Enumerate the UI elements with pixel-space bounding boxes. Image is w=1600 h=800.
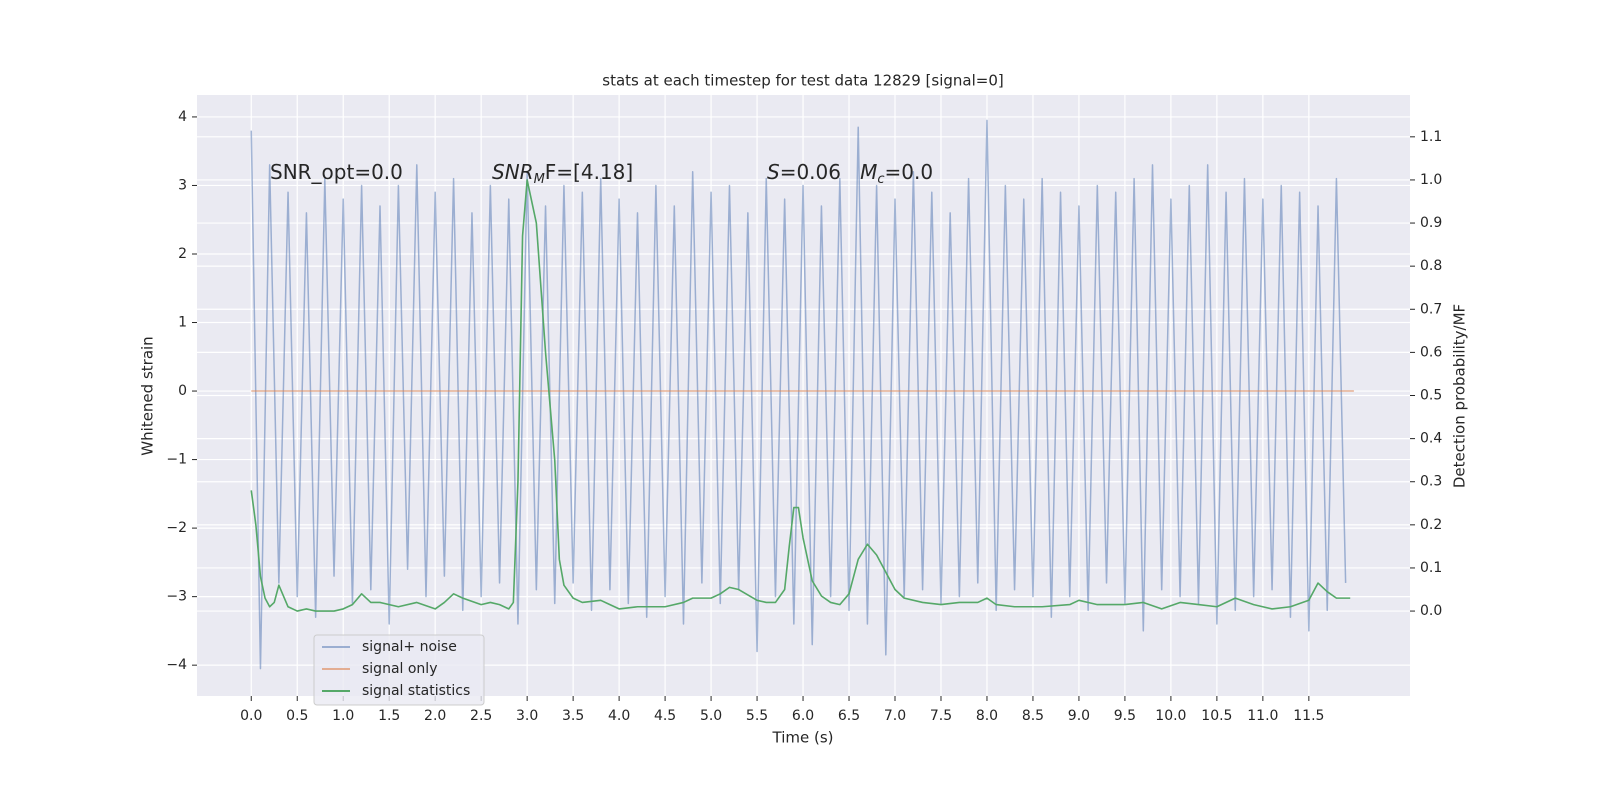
annotation: SNR_opt=0.0 [270,160,403,184]
y-tick-label: −4 [166,657,187,673]
x-tick-label: 5.0 [700,708,722,724]
chart-title: stats at each timestep for test data 128… [602,72,1003,90]
legend-label: signal statistics [362,683,470,699]
y-tick-label: 1 [178,315,187,331]
x-tick-label: 6.5 [838,708,860,724]
annotation-part: =0.06 [780,160,860,184]
y2-tick-label: 0.4 [1420,431,1442,447]
annotation-part: c [877,172,884,187]
legend-label: signal+ noise [362,639,457,655]
y2-tick-label: 1.1 [1420,129,1442,145]
x-tick-label: 8.0 [976,708,998,724]
x-tick-label: 2.0 [424,708,446,724]
x-tick-label: 8.5 [1022,708,1044,724]
y2-tick-label: 0.3 [1420,474,1442,490]
x-tick-label: 9.5 [1114,708,1136,724]
y2-tick-label: 0.8 [1420,258,1442,274]
x-tick-label: 4.0 [608,708,630,724]
x-tick-label: 3.5 [562,708,584,724]
y-tick-label: 3 [178,177,187,193]
x-tick-label: 10.5 [1201,708,1232,724]
y-tick-label: −2 [166,520,187,536]
x-tick-label: 7.5 [930,708,952,724]
x-tick-label: 11.0 [1247,708,1278,724]
x-tick-label: 4.5 [654,708,676,724]
annotation-part: S [767,160,780,184]
annotation-part: M [860,160,877,184]
annotation-part: =0.0 [885,160,934,184]
y2-tick-label: 0.0 [1420,603,1442,619]
y2-tick-label: 0.7 [1420,301,1442,317]
y2-tick-label: 0.2 [1420,517,1442,533]
y2-tick-label: 0.9 [1420,215,1442,231]
y2-tick-label: 0.1 [1420,560,1442,576]
y-tick-label: 2 [178,246,187,262]
x-tick-label: 0.5 [286,708,308,724]
y-tick-label: −3 [166,589,187,605]
x-tick-label: 9.0 [1068,708,1090,724]
x-tick-label: 10.0 [1155,708,1186,724]
annotation: S=0.06 Mc=0.0 [767,160,933,187]
x-tick-label: 5.5 [746,708,768,724]
annotation-part: F=[4.18] [545,160,633,184]
x-tick-label: 7.0 [884,708,906,724]
annotation-part: SNR [492,160,534,184]
y-tick-label: 0 [178,383,187,399]
legend-label: signal only [362,661,437,677]
x-tick-label: 0.0 [240,708,262,724]
series-line [250,119,1347,670]
y-tick-label: 4 [178,109,187,125]
y2-tick-label: 0.6 [1420,344,1442,360]
x-tick-label: 11.5 [1293,708,1324,724]
annotation-part: SNR_opt=0.0 [270,160,403,184]
series-line [250,179,1351,612]
x-tick-label: 1.0 [332,708,354,724]
y2-axis-label: Detection probability/MF [1451,304,1469,488]
y-axis-label: Whitened strain [139,336,157,455]
y-tick-label: −1 [166,452,187,468]
annotation: SNRMF=[4.18] [492,160,633,187]
x-tick-label: 1.5 [378,708,400,724]
x-axis-label: Time (s) [772,729,834,747]
x-tick-label: 3.0 [516,708,538,724]
x-tick-label: 2.5 [470,708,492,724]
y2-tick-label: 0.5 [1420,388,1442,404]
x-tick-label: 6.0 [792,708,814,724]
legend-box [313,634,485,706]
annotation-part: M [534,172,545,187]
y2-tick-label: 1.0 [1420,172,1442,188]
